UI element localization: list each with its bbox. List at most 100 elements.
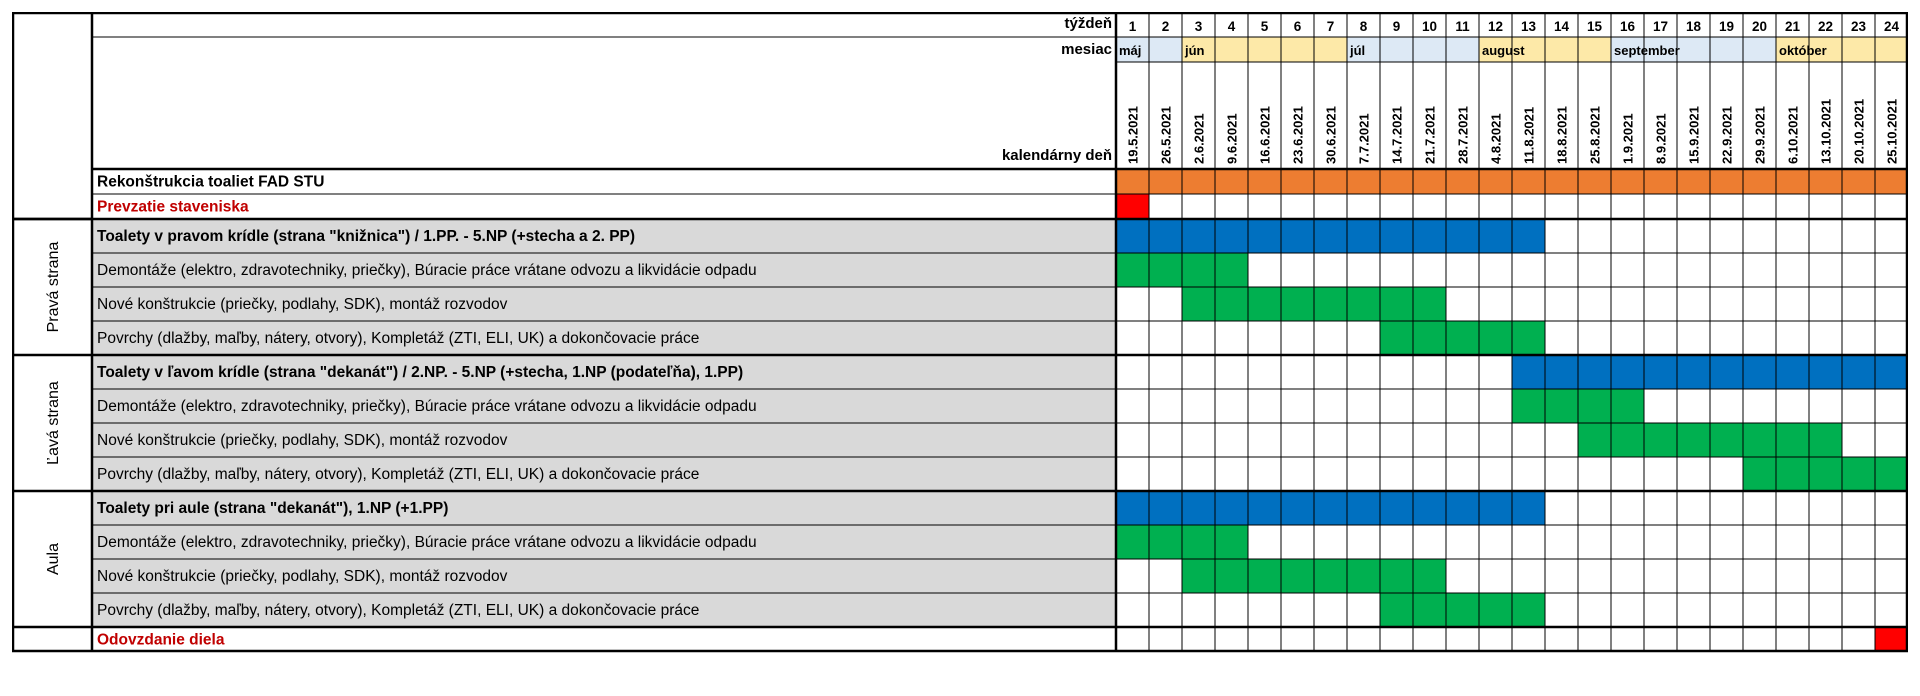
week-number: 22 [1818, 19, 1833, 34]
row-label: Rekonštrukcia toaliet FAD STU [97, 174, 324, 191]
month-header-label: mesiac [1061, 41, 1112, 58]
label-bg-row-8 [92, 389, 1116, 423]
week-number: 8 [1360, 19, 1368, 34]
milestone-bar-15 [1875, 627, 1908, 652]
calendar-date: 22.9.2021 [1720, 106, 1735, 164]
calendar-date: 30.6.2021 [1324, 106, 1339, 164]
milestone-bar-2 [1116, 194, 1149, 219]
row-label: Toalety pri aule (strana "dekanát"), 1.N… [97, 500, 448, 517]
month-name: máj [1119, 43, 1141, 58]
month-name: september [1614, 43, 1680, 58]
row-label: Demontáže (elektro, zdravotechniky, prie… [97, 398, 757, 415]
week-number: 17 [1653, 19, 1668, 34]
calendar-date: 9.6.2021 [1225, 113, 1240, 164]
week-number: 18 [1686, 19, 1702, 34]
week-header-label: týždeň [1064, 15, 1112, 32]
month-cell-2 [1182, 37, 1347, 62]
calendar-date: 16.6.2021 [1258, 106, 1273, 164]
week-number: 9 [1393, 19, 1401, 34]
calendar-date: 6.10.2021 [1786, 106, 1801, 164]
week-number: 3 [1195, 19, 1203, 34]
calendar-date: 21.7.2021 [1423, 106, 1438, 164]
week-number: 6 [1294, 19, 1302, 34]
summary-bar-3 [1116, 219, 1545, 253]
row-label: Prevzatie staveniska [97, 199, 249, 216]
month-cell-5 [1611, 37, 1776, 62]
week-number: 24 [1884, 19, 1900, 34]
week-number: 23 [1851, 19, 1867, 34]
group-label: Ľavá strana [45, 381, 62, 465]
calendar-date: 26.5.2021 [1159, 106, 1174, 164]
calendar-date: 7.7.2021 [1357, 113, 1372, 164]
cell-backgrounds [92, 37, 1908, 627]
grid-lines [12, 12, 1908, 653]
label-bg-row-10 [92, 457, 1116, 491]
week-number: 2 [1162, 19, 1170, 34]
row-label: Nové konštrukcie (priečky, podlahy, SDK)… [97, 568, 508, 585]
calendar-day-header-label: kalendárny deň [1002, 147, 1112, 164]
week-number: 1 [1129, 19, 1137, 34]
summary-bar-11 [1116, 491, 1545, 525]
group-label: Aula [45, 543, 62, 575]
month-name: august [1482, 43, 1525, 58]
row-label: Nové konštrukcie (priečky, podlahy, SDK)… [97, 432, 508, 449]
label-bg-row-11 [92, 491, 1116, 525]
calendar-date: 11.8.2021 [1522, 107, 1537, 164]
calendar-date: 15.9.2021 [1687, 106, 1702, 164]
week-number: 19 [1719, 19, 1734, 34]
week-number: 13 [1521, 19, 1537, 34]
label-bg-row-12 [92, 525, 1116, 559]
label-bg-row-9 [92, 423, 1116, 457]
week-number: 21 [1785, 19, 1801, 34]
row-label: Odovzdanie diela [97, 632, 225, 649]
row-label: Nové konštrukcie (priečky, podlahy, SDK)… [97, 296, 508, 313]
calendar-date: 25.10.2021 [1885, 99, 1900, 164]
week-number: 14 [1554, 19, 1570, 34]
task-bar-10 [1743, 457, 1908, 491]
calendar-date: 19.5.2021 [1126, 106, 1141, 164]
week-number: 12 [1488, 19, 1503, 34]
calendar-date: 29.9.2021 [1753, 106, 1768, 164]
week-number: 7 [1327, 19, 1335, 34]
row-label: Toalety v ľavom krídle (strana "dekanát"… [97, 364, 743, 381]
calendar-date: 2.6.2021 [1192, 113, 1207, 164]
label-bg-row-5 [92, 287, 1116, 321]
calendar-date: 20.10.2021 [1852, 99, 1867, 164]
calendar-date: 4.8.2021 [1489, 113, 1504, 164]
row-label: Povrchy (dlažby, maľby, nátery, otvory),… [97, 466, 699, 483]
calendar-date: 13.10.2021 [1819, 99, 1834, 164]
group-label: Pravá strana [45, 242, 62, 333]
label-bg-row-13 [92, 559, 1116, 593]
calendar-date: 1.9.2021 [1621, 113, 1636, 164]
month-name: jún [1184, 43, 1205, 58]
week-number: 20 [1752, 19, 1767, 34]
week-number: 5 [1261, 19, 1269, 34]
calendar-date: 23.6.2021 [1291, 106, 1306, 164]
row-label: Povrchy (dlažby, maľby, nátery, otvory),… [97, 602, 699, 619]
label-bg-row-3 [92, 219, 1116, 253]
label-bg-row-7 [92, 355, 1116, 389]
text-layer: týždeň mesiac kalendárny deň 1 2 3 4 5 6 7 8 9 10… [45, 15, 1900, 649]
week-number: 10 [1422, 19, 1437, 34]
week-number: 16 [1620, 19, 1636, 34]
label-bg-row-14 [92, 593, 1116, 627]
calendar-date: 8.9.2021 [1654, 113, 1669, 164]
calendar-date: 28.7.2021 [1456, 106, 1471, 164]
label-bg-row-6 [92, 321, 1116, 355]
calendar-date: 25.8.2021 [1588, 106, 1603, 164]
row-label: Demontáže (elektro, zdravotechniky, prie… [97, 262, 757, 279]
week-number: 15 [1587, 19, 1603, 34]
month-name: júl [1349, 43, 1365, 58]
row-label: Povrchy (dlažby, maľby, nátery, otvory),… [97, 330, 699, 347]
outer-frame [12, 12, 1908, 653]
week-number: 11 [1455, 19, 1470, 34]
month-name: október [1779, 43, 1827, 58]
calendar-date: 14.7.2021 [1390, 106, 1405, 164]
task-bar-14 [1380, 593, 1545, 627]
week-number: 4 [1228, 19, 1236, 34]
row-label: Toalety v pravom krídle (strana "knižnic… [97, 228, 635, 245]
label-bg-row-4 [92, 253, 1116, 287]
gantt-chart: týždeň mesiac kalendárny deň 1 2 3 4 5 6 7 8 9 10… [12, 12, 1908, 653]
calendar-date: 18.8.2021 [1555, 106, 1570, 164]
row-label: Demontáže (elektro, zdravotechniky, prie… [97, 534, 757, 551]
